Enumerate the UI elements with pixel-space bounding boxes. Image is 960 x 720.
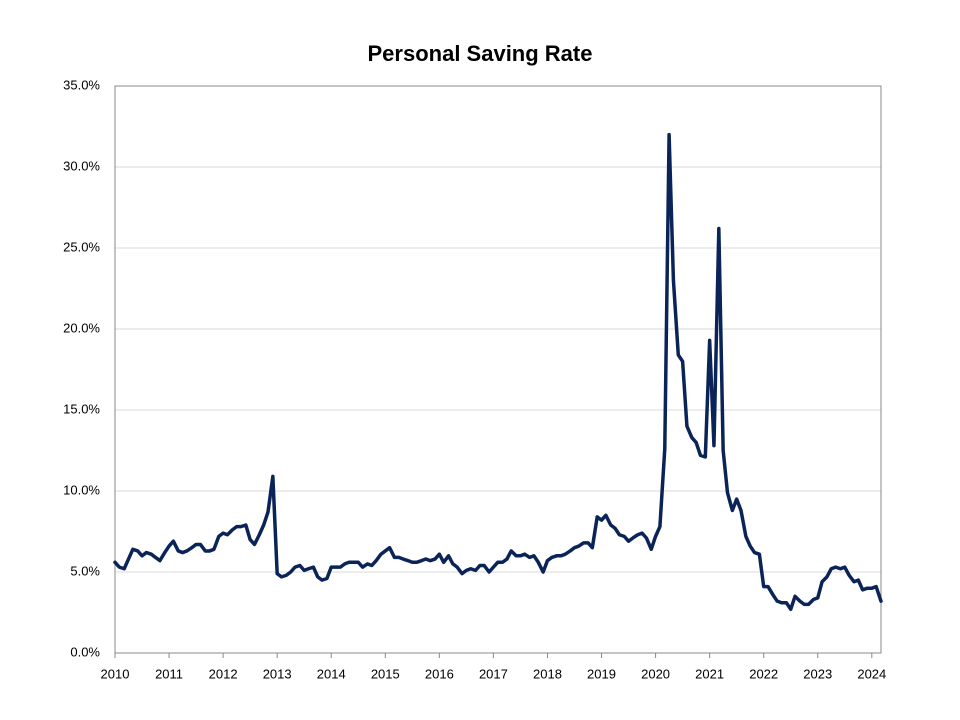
y-tick-label: 15.0% <box>63 401 100 416</box>
x-tick-label: 2012 <box>209 666 238 681</box>
x-tick-label: 2013 <box>263 666 292 681</box>
x-tick-label: 2016 <box>425 666 454 681</box>
y-tick-label: 5.0% <box>70 563 100 578</box>
y-tick-label: 0.0% <box>70 644 100 659</box>
x-tick-label: 2010 <box>101 666 130 681</box>
x-tick-label: 2019 <box>587 666 616 681</box>
x-tick-label: 2014 <box>317 666 346 681</box>
x-tick-label: 2023 <box>803 666 832 681</box>
y-tick-label: 20.0% <box>63 320 100 335</box>
x-tick-label: 2015 <box>371 666 400 681</box>
x-tick-label: 2021 <box>695 666 724 681</box>
series-line <box>113 132 883 612</box>
chart-title: Personal Saving Rate <box>368 41 593 66</box>
x-tick-label: 2017 <box>479 666 508 681</box>
x-tick-label: 2018 <box>533 666 562 681</box>
y-tick-label: 10.0% <box>63 482 100 497</box>
y-tick-label: 30.0% <box>63 158 100 173</box>
x-tick-label: 2020 <box>641 666 670 681</box>
x-tick-label: 2011 <box>155 666 183 681</box>
y-tick-label: 25.0% <box>63 239 100 254</box>
y-tick-label: 35.0% <box>63 77 100 92</box>
x-tick-label: 2022 <box>749 666 778 681</box>
x-tick-label: 2024 <box>857 666 886 681</box>
plot-frame <box>114 85 882 654</box>
